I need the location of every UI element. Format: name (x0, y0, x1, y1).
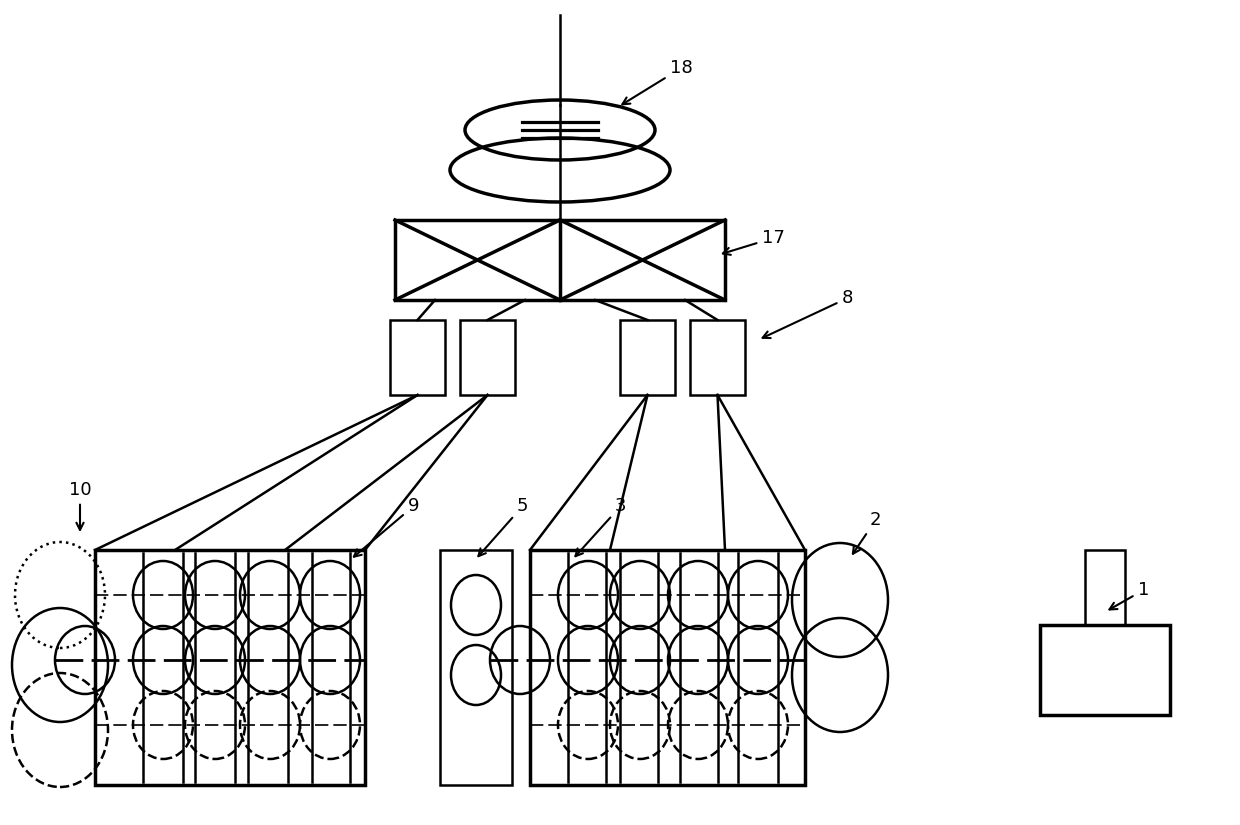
Text: 10: 10 (68, 481, 92, 530)
Text: 8: 8 (763, 289, 853, 338)
Text: 2: 2 (853, 511, 882, 554)
Bar (689, 320, 745, 395)
Text: 3: 3 (575, 497, 626, 556)
Bar (460, 320, 515, 395)
Bar (95, 550, 365, 785)
Text: 18: 18 (622, 59, 693, 104)
Text: 17: 17 (723, 229, 785, 255)
Bar (1085, 550, 1125, 625)
Text: 1: 1 (1110, 581, 1149, 610)
Bar (1040, 625, 1171, 715)
Bar (529, 550, 805, 785)
Bar (396, 220, 725, 300)
Bar (620, 320, 675, 395)
Text: 9: 9 (353, 497, 419, 557)
Text: 5: 5 (479, 497, 528, 556)
Bar (440, 550, 512, 785)
Bar (391, 320, 445, 395)
